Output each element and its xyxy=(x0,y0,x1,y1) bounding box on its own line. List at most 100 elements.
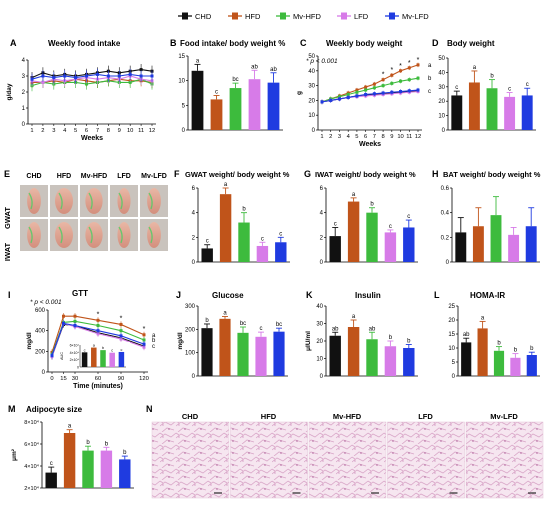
inset-tick-label: 6×10⁴ xyxy=(70,344,80,348)
x-tick-label: 1 xyxy=(30,128,33,134)
x-tick-label: 8 xyxy=(107,128,110,134)
legend-item-hfd: HFD xyxy=(228,12,261,21)
significance-label: ab xyxy=(270,67,277,73)
series-line-hfd xyxy=(321,64,419,103)
significance-label: c xyxy=(389,224,392,230)
data-point xyxy=(399,69,403,73)
fluorescence-mark xyxy=(148,192,153,210)
data-point xyxy=(96,318,100,322)
end-label: a xyxy=(152,333,156,339)
panel-letter-b: B xyxy=(170,38,177,48)
significance-label: b xyxy=(242,207,246,213)
y-tick-label: 15 xyxy=(178,54,185,60)
panel-letter-h: H xyxy=(432,169,439,179)
y-tick-label: 400 xyxy=(35,329,46,335)
histology-image-chd: CHD xyxy=(151,412,230,499)
panel-title-c: Weekly body weight xyxy=(326,39,403,48)
panel-title-f: GWAT weight/ body weight % xyxy=(185,170,290,179)
data-point xyxy=(139,74,143,78)
fat-tissue xyxy=(27,222,41,248)
data-point xyxy=(390,73,394,77)
inset-bar-lfd xyxy=(109,352,115,367)
fluorescence-mark xyxy=(118,226,123,244)
bar-chd xyxy=(45,472,57,488)
y-tick-label: 15 xyxy=(448,332,455,338)
y-tick-label: 2×10⁴ xyxy=(24,485,39,492)
panel-title-b: Food intake/ body weight % xyxy=(180,39,285,48)
data-point xyxy=(390,90,394,94)
significance-label: ab xyxy=(332,326,339,332)
data-point xyxy=(364,85,368,89)
histology-section xyxy=(230,421,308,499)
data-point xyxy=(73,319,77,323)
panel-title-k: Insulin xyxy=(355,291,381,300)
x-tick-label: 8 xyxy=(381,134,384,140)
fluorescence-mark xyxy=(118,192,123,210)
data-point xyxy=(62,321,65,325)
x-tick-label: 12 xyxy=(149,128,155,134)
y-tick-label: 2 xyxy=(22,90,26,96)
x-tick-label: 5 xyxy=(74,128,77,134)
significance-star: * xyxy=(399,63,402,70)
data-point xyxy=(416,88,420,92)
legend-label: Mv-LFD xyxy=(402,12,429,21)
y-axis-label: μm² xyxy=(11,448,18,461)
column-label: HFD xyxy=(57,173,71,180)
y-tick-label: 0 xyxy=(320,260,324,266)
chart-h: 0 0.2 0.4 0.6 xyxy=(441,186,540,266)
data-point xyxy=(142,333,146,337)
fat-tissue xyxy=(55,222,73,248)
bar-chd xyxy=(191,70,204,130)
y-tick-label: 0 xyxy=(192,260,196,266)
y-tick-label: 0 xyxy=(452,374,456,380)
y-tick-label: 0 xyxy=(42,370,46,376)
histology-section xyxy=(465,421,544,499)
bar-mv-hfd xyxy=(82,450,94,488)
y-tick-label: 8×10⁴ xyxy=(24,419,39,426)
bar-mv-lfd xyxy=(525,226,537,262)
bar-mv-hfd xyxy=(486,88,498,130)
data-point xyxy=(128,72,132,76)
y-tick-label: 10 xyxy=(438,114,445,120)
series-line-hfd xyxy=(32,78,153,83)
significance-label: a xyxy=(473,65,477,71)
y-tick-label: 100 xyxy=(185,351,196,357)
y-tick-label: 30 xyxy=(316,322,323,328)
bar-hfd xyxy=(477,328,488,376)
significance-label: a xyxy=(352,192,356,198)
y-tick-label: 20 xyxy=(316,339,323,345)
fat-tissue xyxy=(147,222,161,248)
data-point xyxy=(52,76,56,80)
legend-label: CHD xyxy=(195,12,212,21)
series-line-hfd xyxy=(51,315,145,353)
legend-label: Mv-HFD xyxy=(293,12,321,21)
bar-hfd xyxy=(468,82,480,130)
significance-label: b xyxy=(407,339,411,345)
significance-label: bc xyxy=(232,77,238,83)
column-label: Mv-HFD xyxy=(333,412,362,421)
y-tick-label: 10 xyxy=(316,357,323,363)
significance-label: b xyxy=(389,335,393,341)
data-point xyxy=(399,79,403,83)
x-tick-label: 10 xyxy=(127,128,133,134)
x-tick-label: 6 xyxy=(85,128,88,134)
significance-star: * xyxy=(390,67,393,74)
series-line-mv-lfd xyxy=(31,73,152,80)
y-tick-label: 40 xyxy=(308,69,315,75)
y-tick-label: 3 xyxy=(22,74,26,80)
bar-lfd xyxy=(255,336,267,376)
series-line-mv-hfd xyxy=(31,78,153,87)
fat-tissue xyxy=(55,188,73,214)
legend: CHD HFD Mv-HFD LFD Mv-LFD xyxy=(178,12,429,21)
significance-label: c xyxy=(455,85,458,91)
series-line-mv-lfd xyxy=(51,322,145,356)
y-tick-label: 30 xyxy=(438,85,445,91)
bar-chd xyxy=(461,342,472,376)
y-tick-label: 5 xyxy=(182,103,186,109)
data-point xyxy=(117,74,121,78)
x-tick-label: 11 xyxy=(138,128,144,134)
y-tick-label: 10 xyxy=(448,346,455,352)
